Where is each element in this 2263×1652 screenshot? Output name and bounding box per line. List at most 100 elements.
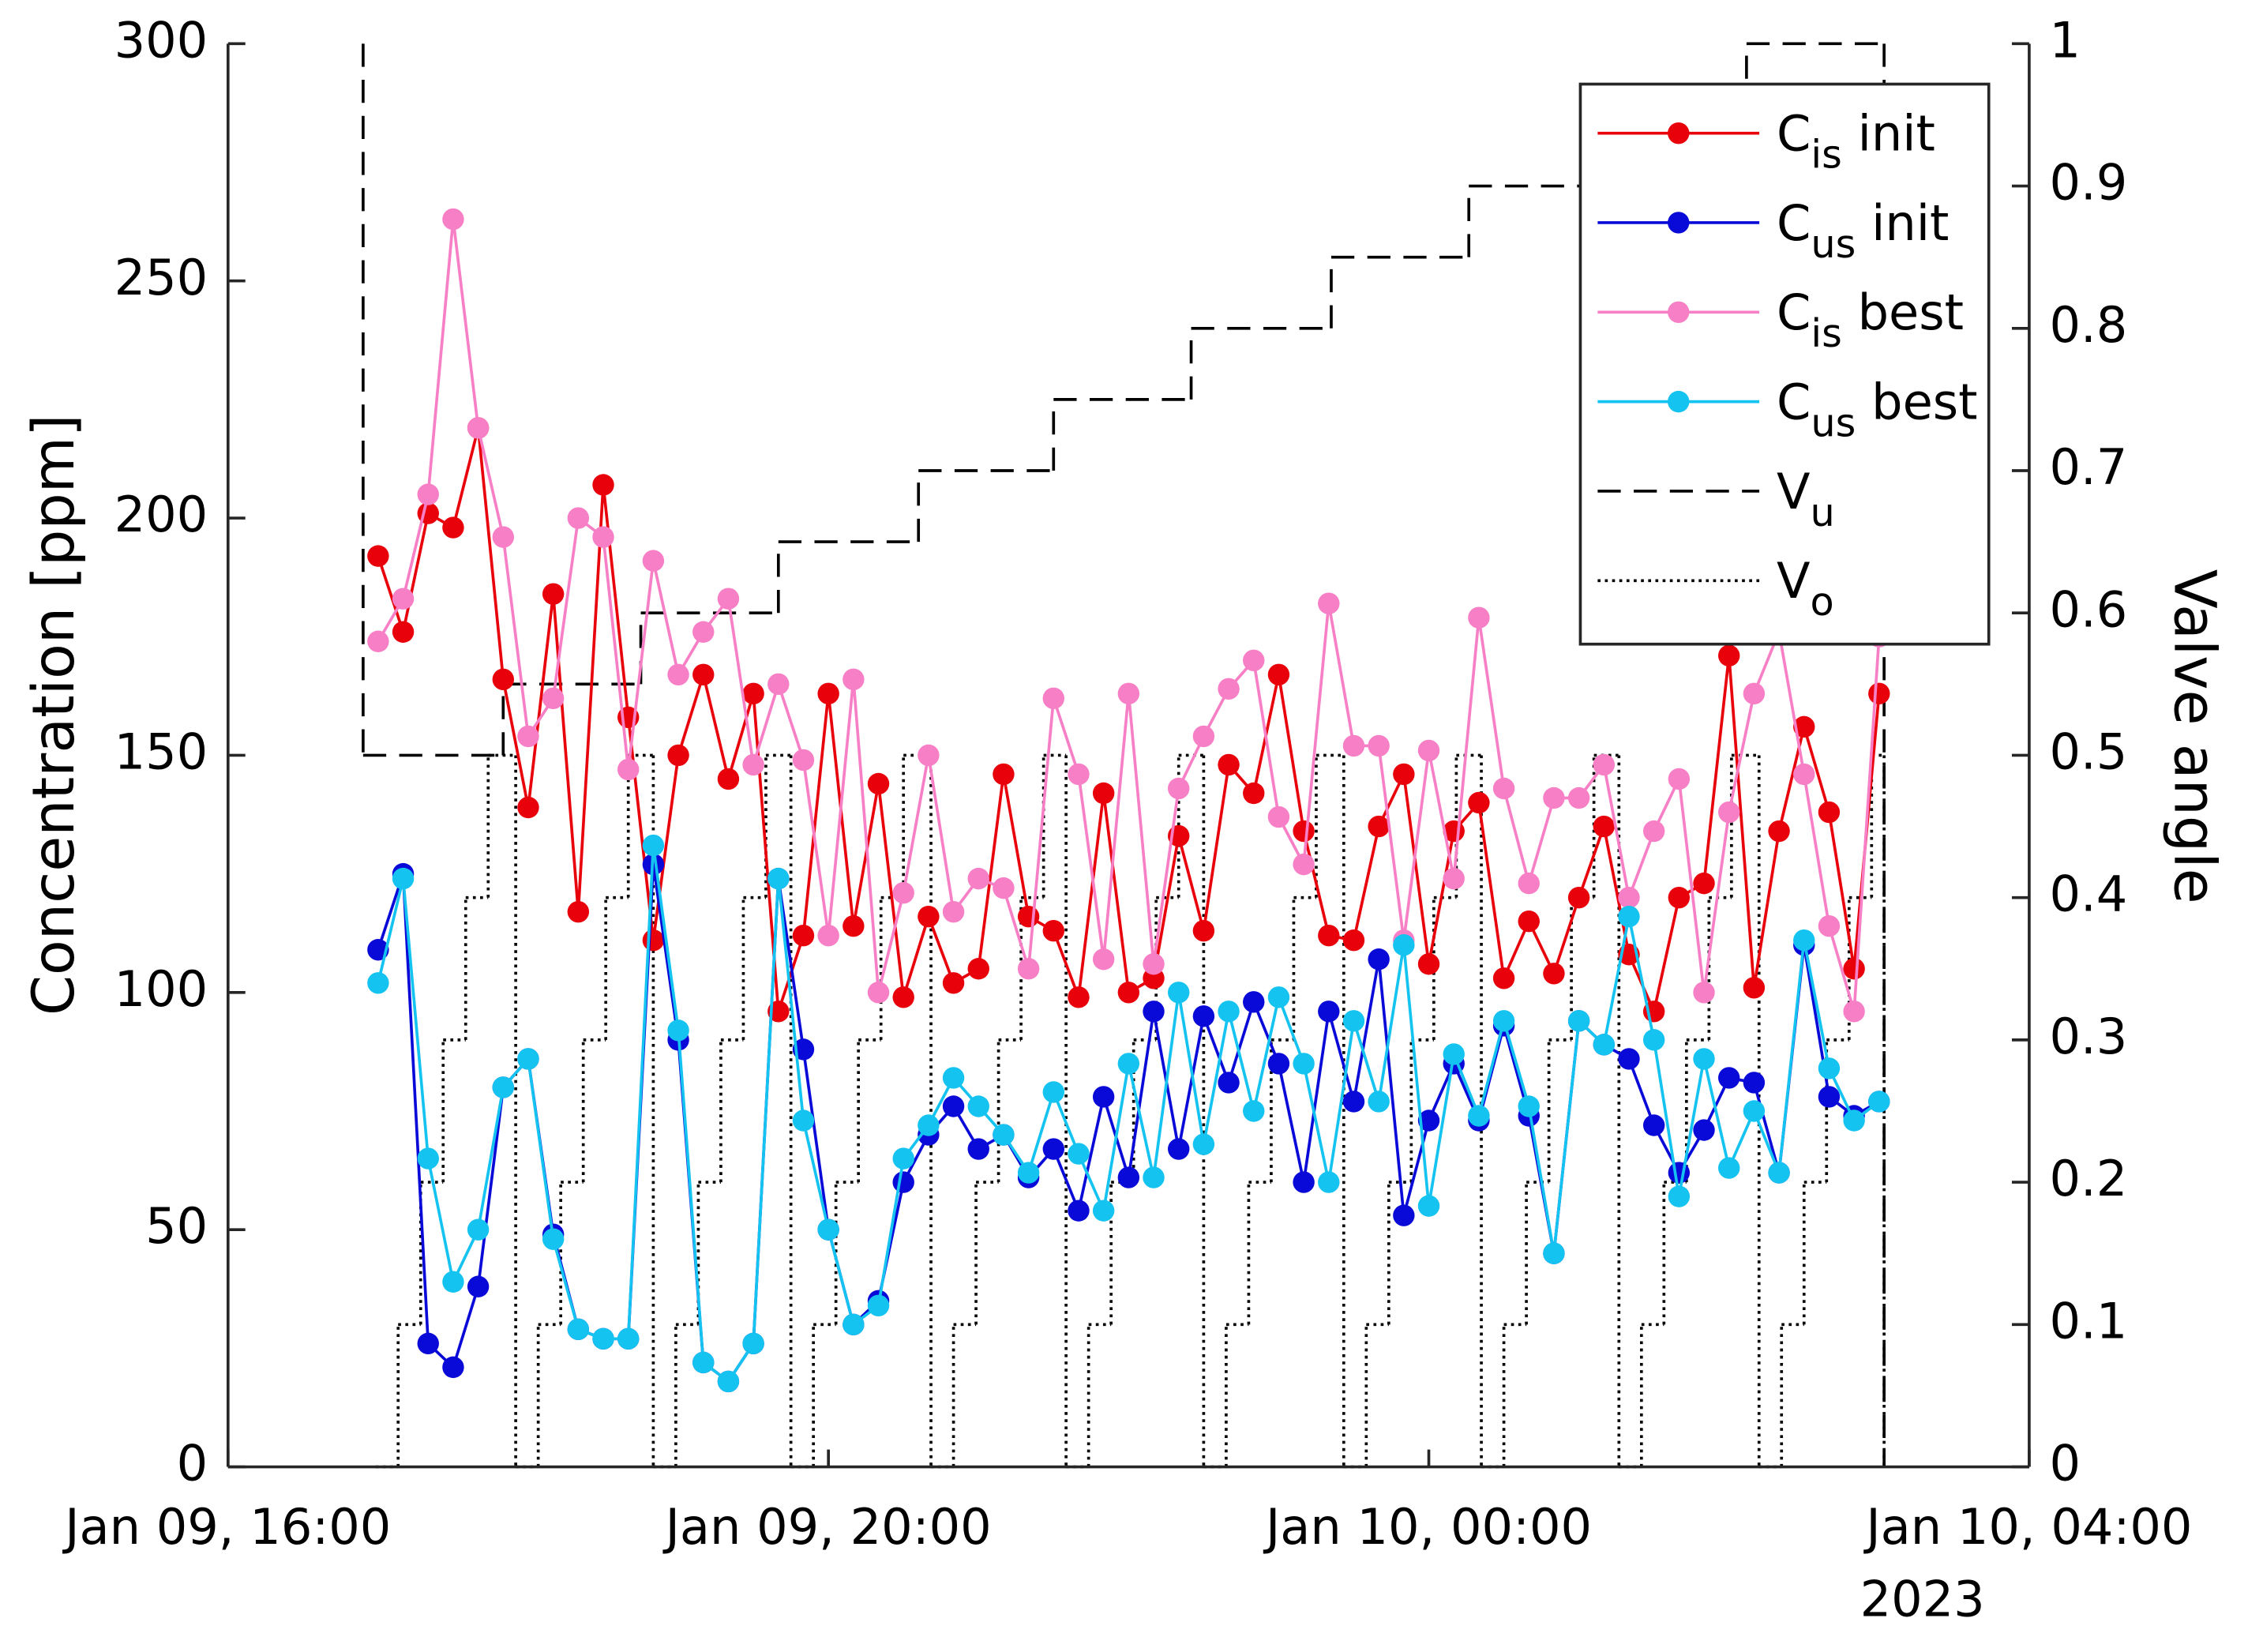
data-point [1368, 734, 1390, 757]
data-point [918, 744, 940, 767]
data-point [1642, 1114, 1665, 1136]
data-point [817, 1218, 839, 1241]
data-point [692, 663, 715, 686]
data-point [1017, 1162, 1040, 1184]
data-point [1492, 1010, 1515, 1032]
data-point [717, 1370, 740, 1393]
data-point [892, 881, 914, 904]
data-point [993, 1124, 1015, 1146]
data-point [1218, 753, 1240, 776]
legend-label-part: C [1777, 194, 1811, 252]
data-point [1218, 678, 1240, 700]
data-point [1593, 753, 1616, 776]
data-point [1743, 1072, 1766, 1094]
data-point [617, 1327, 640, 1350]
data-point [592, 1327, 614, 1350]
data-point [667, 744, 689, 767]
data-point [617, 758, 640, 781]
data-point [667, 1019, 689, 1042]
data-point [1342, 1091, 1365, 1113]
data-point [843, 914, 865, 937]
data-point [817, 682, 839, 705]
data-point [492, 668, 515, 691]
data-point [1492, 967, 1515, 989]
legend-box [1578, 82, 1991, 646]
data-point [1243, 649, 1265, 671]
data-point [1743, 1100, 1766, 1122]
data-point [767, 673, 790, 696]
data-point [1793, 929, 1815, 952]
data-point [392, 621, 415, 643]
series-line [377, 845, 1880, 1384]
data-point [1567, 787, 1590, 809]
data-point [567, 1318, 590, 1341]
data-point [1793, 715, 1815, 738]
data-point [417, 483, 439, 505]
data-point [867, 772, 890, 795]
data-point [1068, 1200, 1090, 1222]
data-point [1092, 1086, 1115, 1108]
data-point [1117, 682, 1140, 705]
y-tick-label: 200 [114, 486, 208, 543]
y-tick-label: 250 [114, 249, 208, 306]
data-point [1818, 914, 1841, 937]
data-point [1092, 948, 1115, 971]
data-point [942, 1067, 965, 1089]
data-point [1042, 1081, 1065, 1103]
data-point [367, 545, 389, 567]
data-point [1143, 953, 1165, 975]
data-point [1342, 734, 1365, 757]
data-point [1267, 1053, 1290, 1075]
data-point [367, 972, 389, 994]
x-tick-label: Jan 10, 04:00 [1863, 1498, 2192, 1556]
data-point [592, 474, 614, 496]
data-point [467, 1275, 490, 1297]
y-tick-label: 50 [145, 1197, 208, 1255]
legend-marker [1668, 390, 1690, 413]
y2-tick-label: 0.7 [2049, 438, 2127, 496]
data-point [717, 768, 740, 790]
data-point [567, 900, 590, 923]
legend-marker [1668, 301, 1690, 324]
data-point [1417, 1195, 1440, 1217]
data-point [1143, 1001, 1165, 1023]
data-point [1567, 1010, 1590, 1032]
legend-label: Cis best [1777, 283, 1964, 356]
data-point [467, 1218, 490, 1241]
data-point [1693, 1048, 1715, 1070]
legend-label: Cus best [1777, 374, 1978, 446]
data-point [442, 208, 464, 231]
data-point [1492, 777, 1515, 800]
data-point [442, 516, 464, 539]
data-point [942, 972, 965, 994]
legend-label-part: is [1811, 132, 1841, 178]
data-point [1468, 791, 1490, 814]
data-point [1417, 953, 1440, 975]
data-point [1167, 982, 1190, 1004]
data-point [367, 630, 389, 652]
data-point [1017, 905, 1040, 928]
data-point [1318, 592, 1340, 614]
data-point [918, 1114, 940, 1136]
data-point [1693, 1119, 1715, 1141]
data-point [942, 900, 965, 923]
legend-label-part: us [1811, 400, 1856, 445]
legend-label-part: C [1777, 105, 1811, 163]
legend-label-part: o [1811, 579, 1834, 625]
data-point [1668, 886, 1691, 909]
data-point [1868, 682, 1890, 705]
data-point [492, 1076, 515, 1098]
data-point [1092, 782, 1115, 805]
y2-tick-label: 0.9 [2049, 154, 2127, 212]
data-point [417, 1332, 439, 1355]
data-point [1468, 1105, 1490, 1127]
legend-label-part: C [1777, 374, 1811, 431]
data-point [1843, 1109, 1865, 1132]
data-point [867, 982, 890, 1004]
data-point [1443, 1043, 1465, 1065]
data-point [1743, 977, 1766, 999]
data-point [1243, 1100, 1265, 1122]
data-point [1342, 929, 1365, 952]
y2-tick-label: 0.5 [2049, 723, 2127, 781]
data-point [392, 588, 415, 610]
